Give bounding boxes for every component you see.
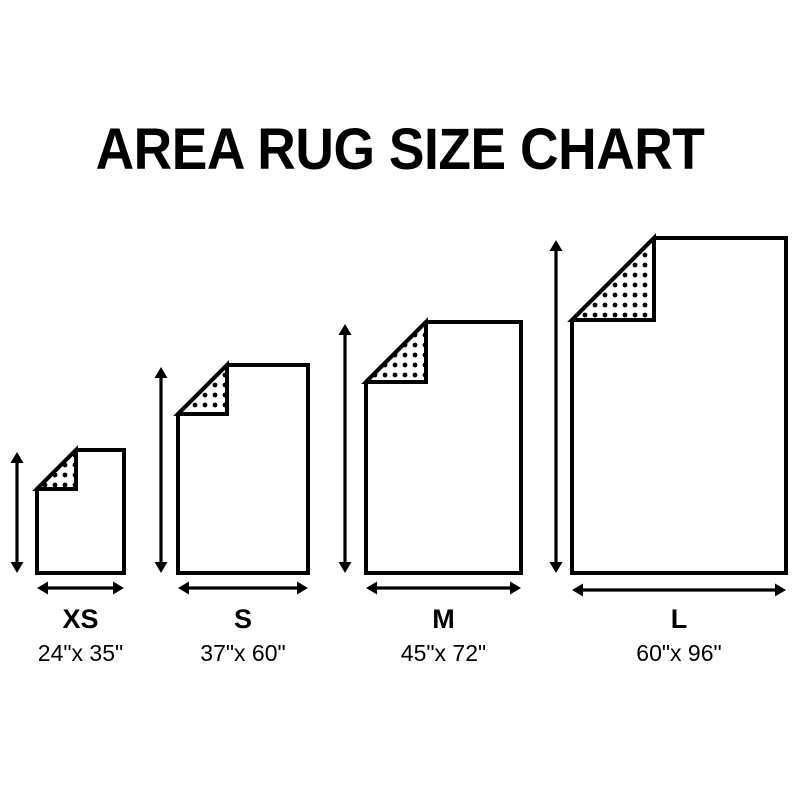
page-title: AREA RUG SIZE CHART bbox=[95, 117, 705, 182]
rug-dimension-label: 37"x 60" bbox=[200, 640, 285, 666]
height-dimension-arrow-l bbox=[549, 240, 563, 573]
height-dimension-arrow-s bbox=[154, 367, 168, 573]
width-dimension-arrow-xs bbox=[37, 581, 124, 595]
width-dimension-arrow-s bbox=[178, 581, 308, 595]
folded-corner bbox=[361, 317, 428, 384]
rug-dimension-label: 45"x 72" bbox=[401, 640, 486, 666]
height-dimension-arrow-xs bbox=[10, 452, 24, 573]
rug-shape-m[interactable] bbox=[361, 317, 523, 575]
rug-outline bbox=[35, 448, 126, 575]
rug-size-label: L bbox=[671, 604, 688, 634]
width-dimension-arrow-l bbox=[572, 583, 786, 597]
rug-shape-xs[interactable] bbox=[32, 445, 126, 575]
folded-corner bbox=[567, 233, 656, 322]
folded-corner bbox=[173, 360, 229, 416]
rug-size-label: XS bbox=[62, 604, 98, 634]
folded-corner bbox=[32, 445, 78, 491]
width-dimension-arrow-m bbox=[366, 581, 521, 595]
rug-shape-l[interactable] bbox=[567, 233, 788, 575]
rug-shape-s[interactable] bbox=[173, 360, 310, 575]
rug-size-label: M bbox=[432, 604, 455, 634]
rug-size-label: S bbox=[234, 604, 252, 634]
rug-dimension-label: 60"x 96" bbox=[636, 640, 721, 666]
rug-dimension-label: 24"x 35" bbox=[38, 640, 123, 666]
height-dimension-arrow-m bbox=[338, 324, 352, 573]
